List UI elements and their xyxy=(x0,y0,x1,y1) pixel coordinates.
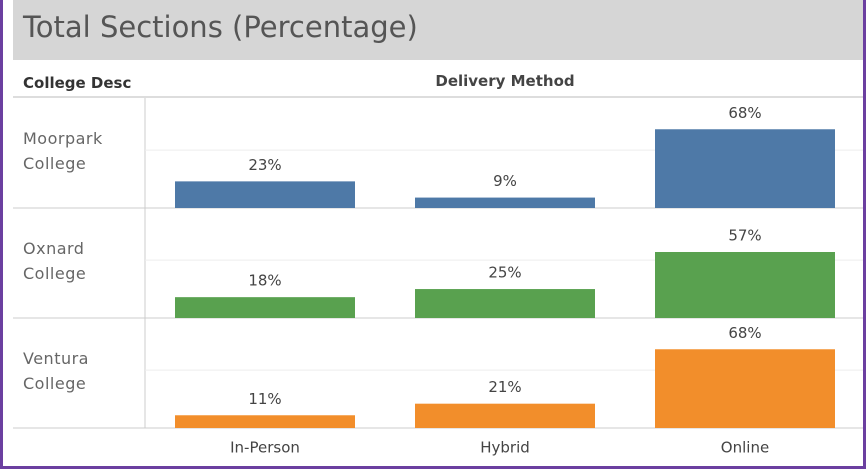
row-label: Moorpark College xyxy=(23,129,103,173)
row-label: Ventura College xyxy=(23,349,89,393)
bar xyxy=(655,129,835,208)
x-tick-label: In-Person xyxy=(230,439,300,457)
bar xyxy=(175,415,355,428)
bar xyxy=(415,197,595,208)
data-label: 57% xyxy=(728,227,761,245)
x-tick-label: Hybrid xyxy=(480,439,530,457)
chart-title: Total Sections (Percentage) xyxy=(23,10,418,44)
data-label: 25% xyxy=(488,264,521,282)
data-label: 23% xyxy=(248,156,281,174)
bar xyxy=(655,349,835,428)
plot: 23% 9% 68% 18% 25% 57% 11% 21% 68% In-Person Hybri… xyxy=(13,96,863,457)
row-label: Oxnard College xyxy=(23,239,87,283)
data-label: 9% xyxy=(493,172,517,190)
bar xyxy=(175,297,355,318)
data-label: 68% xyxy=(728,324,761,342)
bar xyxy=(415,289,595,318)
data-label: 21% xyxy=(488,378,521,396)
data-label: 18% xyxy=(248,272,281,290)
data-label: 11% xyxy=(248,390,281,408)
bar xyxy=(175,181,355,208)
data-label: 68% xyxy=(728,104,761,122)
bar xyxy=(415,403,595,428)
bar xyxy=(655,252,835,318)
row-header: College Desc xyxy=(23,74,132,92)
title-bar: Total Sections (Percentage) xyxy=(13,0,863,60)
column-header: Delivery Method xyxy=(435,72,575,90)
x-tick-label: Online xyxy=(721,439,769,457)
